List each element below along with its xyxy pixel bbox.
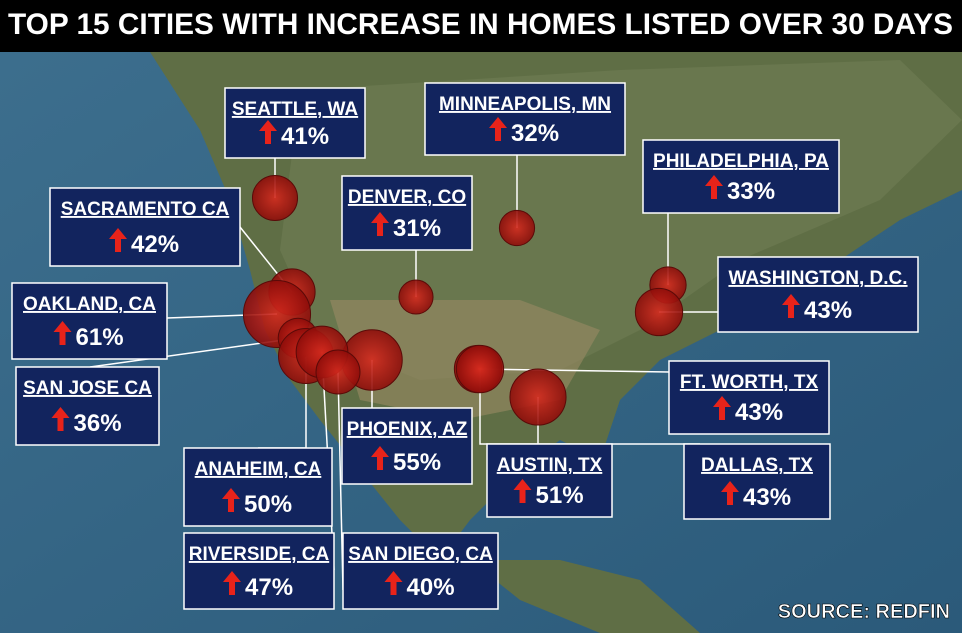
up-arrow bbox=[259, 120, 277, 144]
up-arrow bbox=[705, 175, 723, 199]
city-change: 43% bbox=[804, 297, 852, 324]
label-box bbox=[49, 187, 241, 267]
city-change: 32% bbox=[511, 120, 559, 147]
label-box bbox=[183, 532, 335, 610]
city-name: PHILADELPHIA, PA bbox=[653, 151, 829, 172]
city-label: ANAHEIM, CA 50% bbox=[183, 447, 333, 527]
city-name: DENVER, CO bbox=[348, 187, 466, 208]
label-box bbox=[717, 256, 919, 333]
city-name: OAKLAND, CA bbox=[23, 294, 156, 315]
city-label: WASHINGTON, D.C. 43% bbox=[717, 256, 919, 333]
up-arrow bbox=[371, 446, 389, 470]
land bbox=[470, 560, 700, 633]
label-box bbox=[341, 175, 473, 251]
city-label: DALLAS, TX 43% bbox=[683, 443, 831, 520]
city-label: FT. WORTH, TX 43% bbox=[668, 360, 830, 435]
label-box bbox=[183, 447, 333, 527]
city-name: AUSTIN, TX bbox=[497, 455, 603, 476]
label-box bbox=[341, 407, 473, 485]
city-label: SEATTLE, WA 41% bbox=[224, 87, 366, 159]
city-label: SAN DIEGO, CA 40% bbox=[342, 532, 499, 610]
city-label: PHILADELPHIA, PA 33% bbox=[642, 139, 840, 214]
city-bubble bbox=[498, 209, 536, 247]
city-bubble bbox=[509, 368, 567, 426]
label-box bbox=[486, 443, 613, 518]
up-arrow bbox=[51, 407, 70, 431]
label-box bbox=[683, 443, 831, 520]
city-change: 41% bbox=[281, 123, 329, 150]
label-box bbox=[11, 282, 168, 360]
city-change: 43% bbox=[743, 484, 791, 511]
label-box bbox=[424, 82, 626, 156]
city-change: 47% bbox=[245, 574, 293, 601]
up-arrow bbox=[109, 228, 127, 252]
up-arrow bbox=[53, 321, 72, 345]
city-change: 61% bbox=[76, 324, 124, 351]
connector bbox=[477, 368, 670, 373]
city-bubble bbox=[251, 174, 299, 222]
city-name: DALLAS, TX bbox=[701, 455, 813, 476]
label-box bbox=[15, 366, 160, 446]
city-label: AUSTIN, TX 51% bbox=[486, 443, 613, 518]
city-change: 50% bbox=[244, 491, 292, 518]
label-box bbox=[668, 360, 830, 435]
labels: SEATTLE, WA 41% MINNEAPOLIS, MN 32% PHILADEL… bbox=[11, 82, 919, 610]
city-label: OAKLAND, CA 61% bbox=[11, 282, 168, 360]
connector bbox=[479, 369, 700, 445]
city-label: SACRAMENTO CA 42% bbox=[49, 187, 241, 267]
label-box bbox=[342, 532, 499, 610]
city-bubble bbox=[455, 344, 505, 394]
city-label: PHOENIX, AZ 55% bbox=[341, 407, 473, 485]
connector bbox=[337, 371, 344, 591]
up-arrow bbox=[371, 212, 389, 236]
title: TOP 15 CITIES WITH INCREASE IN HOMES LIS… bbox=[8, 8, 953, 41]
city-name: SEATTLE, WA bbox=[232, 99, 359, 120]
city-label: DENVER, CO 31% bbox=[341, 175, 473, 251]
city-bubble bbox=[634, 287, 684, 337]
city-change: 43% bbox=[735, 399, 783, 426]
city-name: WASHINGTON, D.C. bbox=[728, 268, 907, 289]
city-change: 51% bbox=[536, 482, 584, 509]
up-arrow bbox=[222, 488, 240, 512]
city-name: MINNEAPOLIS, MN bbox=[439, 94, 611, 115]
bubbles bbox=[242, 174, 687, 426]
city-change: 33% bbox=[727, 178, 775, 205]
title-bar bbox=[0, 0, 962, 52]
city-name: FT. WORTH, TX bbox=[680, 372, 819, 393]
city-label: MINNEAPOLIS, MN 32% bbox=[424, 82, 626, 156]
city-label: RIVERSIDE, CA 47% bbox=[183, 532, 335, 610]
city-change: 40% bbox=[407, 574, 455, 601]
city-bubble bbox=[315, 349, 361, 395]
city-bubble bbox=[398, 279, 434, 315]
city-name: SAN DIEGO, CA bbox=[348, 544, 493, 565]
up-arrow bbox=[223, 571, 241, 595]
city-change: 42% bbox=[131, 231, 179, 258]
up-arrow bbox=[782, 294, 800, 318]
city-change: 31% bbox=[393, 215, 441, 242]
city-label: SAN JOSE CA 36% bbox=[15, 366, 160, 446]
city-name: PHOENIX, AZ bbox=[347, 419, 468, 440]
up-arrow bbox=[489, 117, 507, 141]
up-arrow bbox=[513, 479, 532, 503]
city-name: ANAHEIM, CA bbox=[195, 459, 322, 480]
label-box bbox=[642, 139, 840, 214]
city-name: SAN JOSE CA bbox=[23, 378, 152, 399]
city-name: SACRAMENTO CA bbox=[61, 199, 230, 220]
label-box bbox=[224, 87, 366, 159]
city-change: 55% bbox=[393, 449, 441, 476]
city-name: RIVERSIDE, CA bbox=[189, 544, 330, 565]
up-arrow bbox=[721, 481, 739, 505]
city-change: 36% bbox=[74, 410, 122, 437]
source: SOURCE: REDFIN bbox=[778, 601, 950, 623]
up-arrow bbox=[384, 571, 403, 595]
up-arrow bbox=[713, 396, 731, 420]
